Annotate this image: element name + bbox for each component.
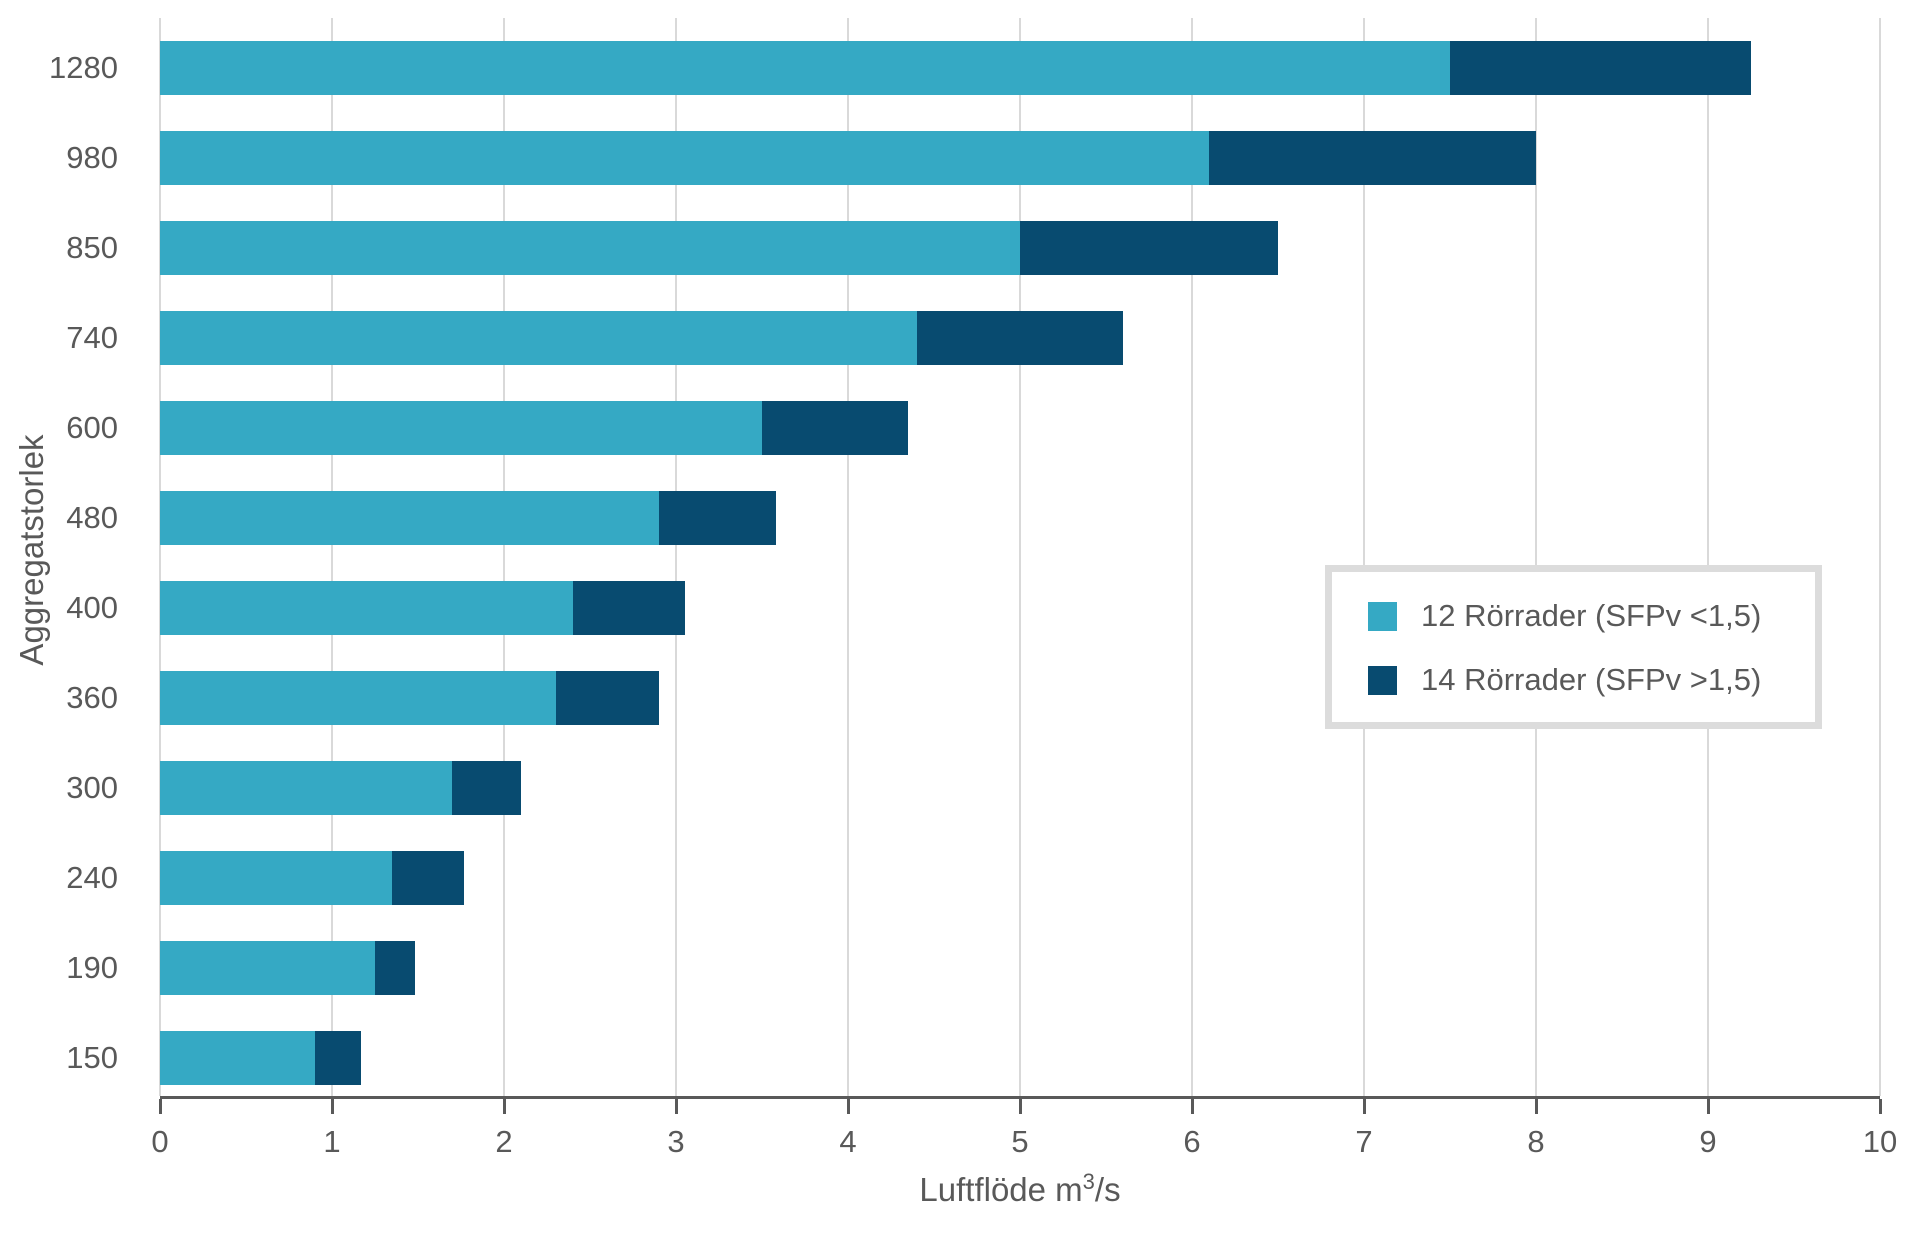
gridline [1019, 18, 1021, 1096]
y-tick-label: 400 [66, 590, 118, 625]
legend-swatch-12-rorrader [1368, 601, 1397, 631]
x-tick-label: 4 [839, 1124, 857, 1159]
bar-segment-series-2 [452, 761, 522, 815]
y-tick-label: 150 [66, 1040, 118, 1075]
bar-segment-series-2 [375, 941, 415, 995]
gridline [503, 18, 505, 1096]
x-axis-title-text: Luftflöde m [919, 1171, 1083, 1208]
bar-row [160, 941, 1880, 995]
x-tick-mark [158, 1099, 162, 1114]
x-tick-label: 0 [151, 1124, 169, 1159]
bar-segment-series-1 [160, 131, 1210, 185]
y-tick-label: 300 [66, 770, 118, 805]
y-tick-label: 1280 [49, 50, 118, 85]
bar-segment-series-1 [160, 221, 1020, 275]
bar-segment-series-1 [160, 671, 556, 725]
bar-segment-series-1 [160, 491, 659, 545]
bar-segment-series-2 [392, 851, 465, 905]
bar-row [160, 401, 1880, 455]
gridline [1707, 18, 1709, 1096]
x-axis-title: Luftflöde m3/s [160, 1160, 1880, 1220]
legend-label: 14 Rörrader (SFPv >1,5) [1421, 662, 1762, 697]
x-tick-label: 5 [1011, 1124, 1029, 1159]
x-axis-line [160, 1096, 1880, 1099]
legend: 12 Rörrader (SFPv <1,5) 14 Rörrader (SFP… [1325, 565, 1822, 729]
x-tick-label: 7 [1355, 1124, 1373, 1159]
x-tick-mark [1018, 1099, 1022, 1114]
bar-segment-series-2 [555, 671, 659, 725]
legend-label: 12 Rörrader (SFPv <1,5) [1421, 598, 1762, 633]
bar-segment-series-2 [572, 581, 685, 635]
gridline [1879, 18, 1881, 1096]
bar-segment-series-1 [160, 941, 375, 995]
x-tick-label: 6 [1183, 1124, 1201, 1159]
x-tick-label: 1 [323, 1124, 341, 1159]
bar-segment-series-2 [1020, 221, 1278, 275]
bar-segment-series-1 [160, 761, 453, 815]
y-tick-label: 850 [66, 230, 118, 265]
bar-segment-series-2 [916, 311, 1124, 365]
x-tick-mark [1190, 1099, 1194, 1114]
bar-segment-series-2 [1209, 131, 1536, 185]
bar-segment-series-2 [314, 1031, 362, 1085]
gridline [331, 18, 333, 1096]
bar-row [160, 491, 1880, 545]
x-tick-mark [502, 1099, 506, 1114]
x-tick-label: 3 [667, 1124, 685, 1159]
legend-item: 12 Rörrader (SFPv <1,5) [1368, 594, 1761, 638]
y-tick-label: 740 [66, 320, 118, 355]
gridline [1535, 18, 1537, 1096]
bar-segment-series-1 [160, 401, 762, 455]
bar-segment-series-2 [658, 491, 776, 545]
bar-segment-series-1 [160, 851, 393, 905]
bar-row [160, 581, 1880, 635]
x-tick-label: 8 [1527, 1124, 1545, 1159]
plot-area: 1280 980 850 740 600 480 400 360 300 240 190 150 0 1… [49, 18, 1897, 1159]
bar-segment-series-2 [1450, 41, 1751, 95]
x-tick-mark [1534, 1099, 1538, 1114]
bar-row [160, 851, 1880, 905]
legend-item: 14 Rörrader (SFPv >1,5) [1368, 658, 1761, 702]
y-tick-label: 190 [66, 950, 118, 985]
bar-segment-series-1 [160, 1031, 315, 1085]
y-tick-label: 980 [66, 140, 118, 175]
x-tick-mark [1706, 1099, 1710, 1114]
bar-row [160, 131, 1880, 185]
y-tick-label: 600 [66, 410, 118, 445]
gridline [847, 18, 849, 1096]
x-tick-label: 9 [1699, 1124, 1717, 1159]
x-tick-mark [846, 1099, 850, 1114]
x-axis-title-unit: /s [1094, 1171, 1121, 1208]
bar-row [160, 671, 1880, 725]
x-tick-mark [1362, 1099, 1366, 1114]
x-tick-mark [330, 1099, 334, 1114]
x-tick-label: 2 [495, 1124, 513, 1159]
gridline [675, 18, 677, 1096]
bar-row [160, 221, 1880, 275]
x-tick-label: 10 [1862, 1124, 1898, 1159]
x-tick-mark [1878, 1099, 1882, 1114]
x-tick-mark [674, 1099, 678, 1114]
bar-segment-series-1 [160, 581, 573, 635]
gridline [1191, 18, 1193, 1096]
y-tick-label: 240 [66, 860, 118, 895]
bar-row [160, 1031, 1880, 1085]
y-axis-title: Aggregatstorlek [13, 434, 50, 666]
bar-row [160, 311, 1880, 365]
bar-segment-series-1 [160, 41, 1450, 95]
x-axis-title-superscript: 3 [1082, 1169, 1095, 1194]
legend-swatch-14-rorrader [1368, 665, 1397, 695]
gridline [159, 18, 161, 1096]
bar-row [160, 41, 1880, 95]
gridline [1363, 18, 1365, 1096]
bar-segment-series-1 [160, 311, 917, 365]
y-tick-label: 480 [66, 500, 118, 535]
bar-segment-series-2 [762, 401, 909, 455]
y-tick-label: 360 [66, 680, 118, 715]
bar-row [160, 761, 1880, 815]
